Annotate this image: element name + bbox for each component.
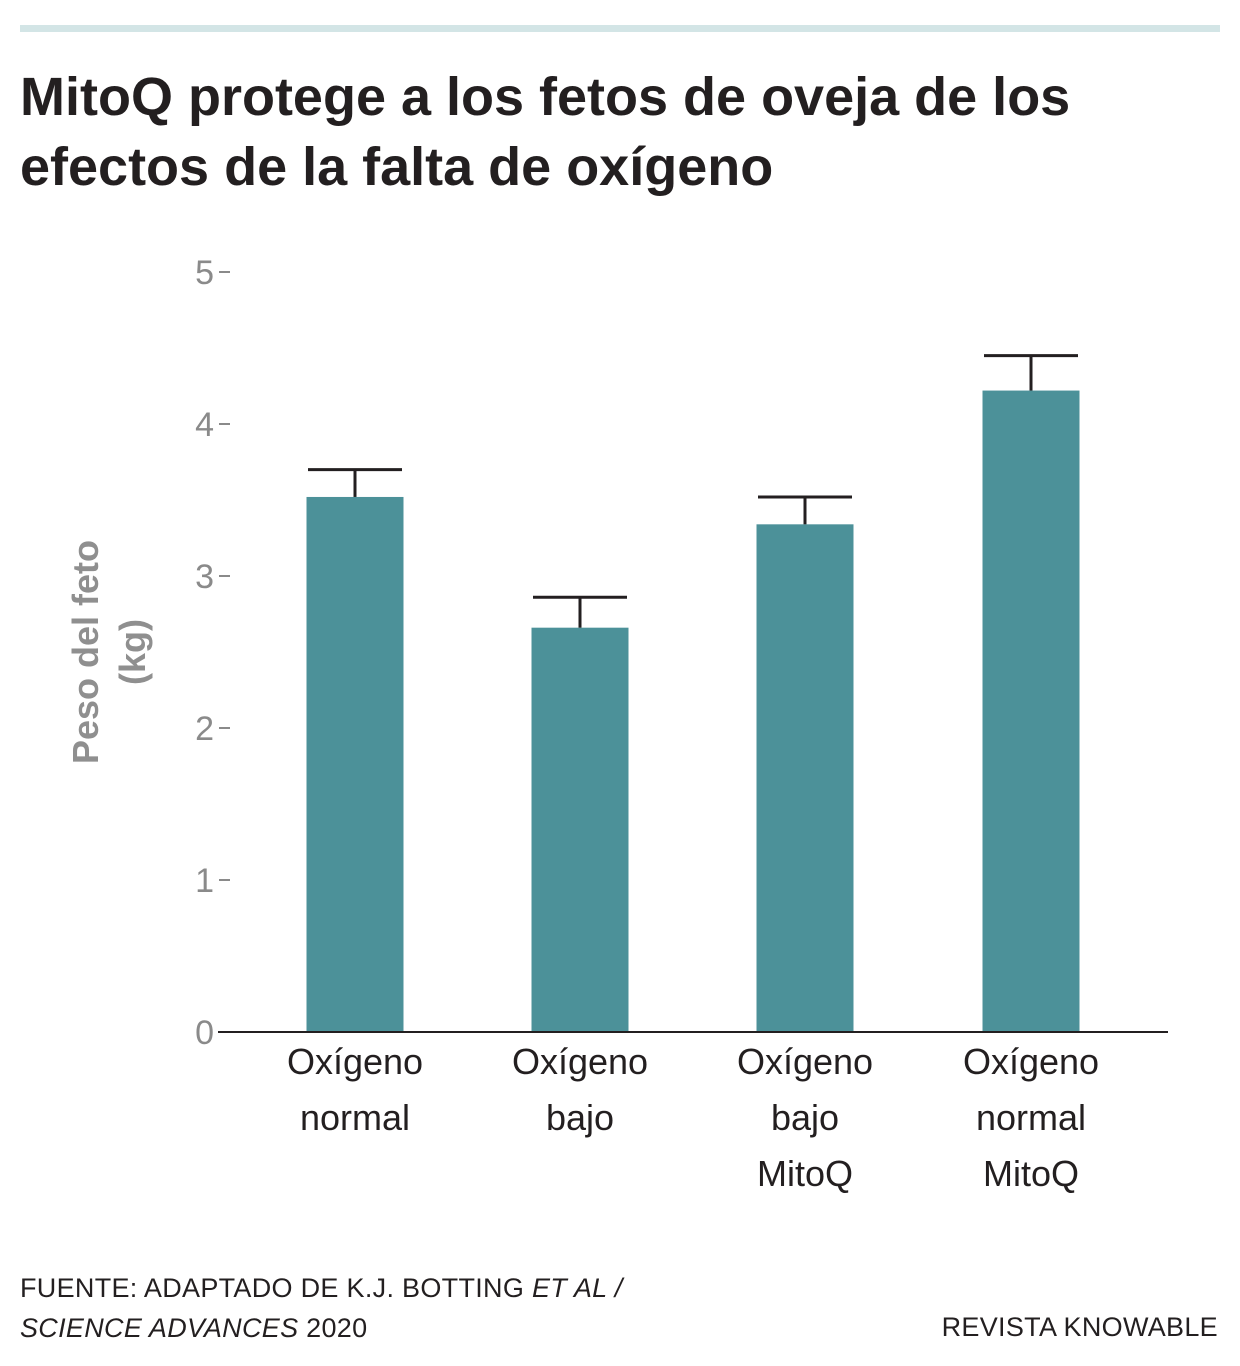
chart-title: MitoQ protege a los fetos de oveja de lo… [20, 67, 1071, 197]
x-category-label-2: Oxígeno bajo [512, 1041, 648, 1138]
y-tick-label-0: 0 [195, 1014, 214, 1052]
source-authors-italic: ET AL / [531, 1273, 623, 1303]
x-category-label-4-line-2: normal [976, 1097, 1086, 1138]
x-category-label-4-line-1: Oxígeno [963, 1041, 1099, 1082]
bar-1 [306, 496, 404, 1033]
source-note: FUENTE: ADAPTADO DE K.J. BOTTING ET AL /… [20, 1268, 623, 1348]
top-rule [20, 25, 1220, 32]
x-category-label-3-line-2: bajo [771, 1097, 839, 1138]
y-tick-label-3: 3 [195, 558, 214, 596]
y-axis-label-line-2: (kg) [112, 619, 153, 685]
x-category-label-2-line-2: bajo [546, 1097, 614, 1138]
source-line-2: SCIENCE ADVANCES 2020 [20, 1308, 623, 1348]
x-category-label-3-line-1: Oxígeno [737, 1041, 873, 1082]
x-category-label-1-line-1: Oxígeno [287, 1041, 423, 1082]
x-category-label-3-line-3: MitoQ [757, 1153, 853, 1194]
x-category-label-3: Oxígeno bajo MitoQ [737, 1041, 873, 1194]
x-category-label-4: Oxígeno normal MitoQ [963, 1041, 1099, 1194]
y-tick-label-2: 2 [195, 710, 214, 748]
bar-4 [982, 390, 1080, 1032]
y-tick-label-1: 1 [195, 862, 214, 900]
x-category-label-2-line-1: Oxígeno [512, 1041, 648, 1082]
x-category-label-1: Oxígeno normal [287, 1041, 423, 1138]
bar-2 [531, 627, 629, 1032]
y-axis-label: Peso del feto (kg) [65, 540, 153, 764]
y-axis-label-line-1: Peso del feto [65, 540, 106, 764]
source-year: 2020 [298, 1313, 368, 1343]
y-tick-label-4: 4 [195, 406, 214, 444]
bar-3 [756, 524, 854, 1032]
source-journal-italic: SCIENCE ADVANCES [20, 1313, 299, 1343]
source-line-1: FUENTE: ADAPTADO DE K.J. BOTTING ET AL / [20, 1268, 623, 1308]
source-text: FUENTE: ADAPTADO DE K.J. BOTTING [20, 1273, 532, 1303]
y-tick-label-5: 5 [195, 254, 214, 292]
x-category-label-1-line-2: normal [300, 1097, 410, 1138]
x-category-label-4-line-3: MitoQ [983, 1153, 1079, 1194]
publisher-credit: REVISTA KNOWABLE [941, 1312, 1218, 1342]
